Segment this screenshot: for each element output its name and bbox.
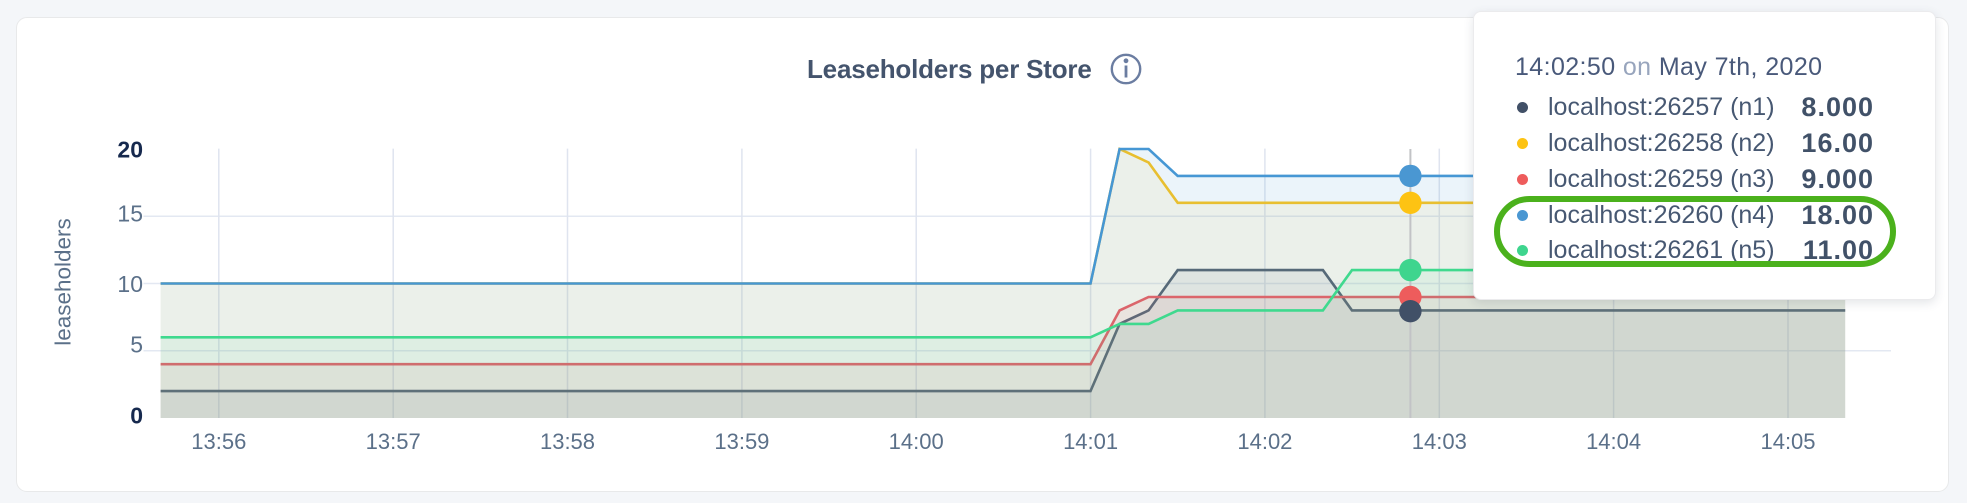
- svg-text:15: 15: [117, 201, 143, 227]
- svg-text:14:00: 14:00: [889, 429, 944, 454]
- svg-text:5: 5: [130, 332, 143, 358]
- svg-text:0: 0: [130, 403, 143, 429]
- svg-text:14:05: 14:05: [1760, 429, 1815, 454]
- svg-text:13:59: 13:59: [714, 429, 769, 454]
- svg-text:13:57: 13:57: [366, 429, 421, 454]
- svg-text:13:56: 13:56: [191, 429, 246, 454]
- svg-text:20: 20: [117, 137, 143, 163]
- svg-text:14:03: 14:03: [1412, 429, 1467, 454]
- svg-text:leaseholders: leaseholders: [51, 218, 76, 346]
- svg-text:14:01: 14:01: [1063, 429, 1118, 454]
- svg-text:14:04: 14:04: [1586, 429, 1641, 454]
- svg-text:14:02: 14:02: [1237, 429, 1292, 454]
- svg-text:13:58: 13:58: [540, 429, 595, 454]
- svg-text:10: 10: [117, 271, 143, 297]
